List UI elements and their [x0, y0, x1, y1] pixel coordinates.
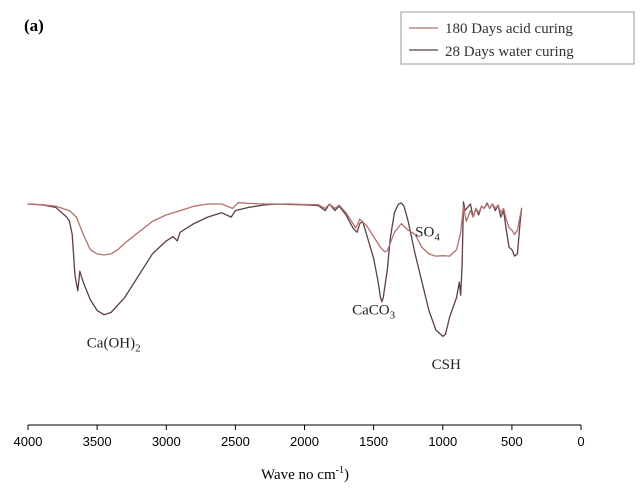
x-tick-label: 0: [577, 434, 584, 449]
x-tick-label: 1500: [359, 434, 388, 449]
x-axis-title-superscript: -1: [336, 465, 344, 476]
x-tick-label: 2500: [221, 434, 250, 449]
annotation-subscript: 4: [434, 232, 440, 244]
legend-frame: [400, 11, 635, 65]
chart-legend: 180 Days acid curing 28 Days water curin…: [400, 11, 635, 65]
x-tick-label: 4000: [14, 434, 43, 449]
legend-label-water-curing: 28 Days water curing: [445, 44, 574, 60]
x-tick-label: 3000: [152, 434, 181, 449]
series-line-180-days-acid-curing: [27, 202, 523, 257]
x-axis: 4000 3500 3000 2500 2000 1500 1000 500 0: [14, 424, 585, 449]
x-ticks: 4000 3500 3000 2500 2000 1500 1000 500 0: [14, 425, 585, 449]
annotation-layer: Ca(OH)2 CaCO3 SO4 CSH: [87, 225, 461, 373]
annotation-csh: CSH: [432, 357, 461, 373]
annotation-text: CSH: [432, 357, 461, 373]
annotation-caco3: CaCO3: [352, 303, 396, 322]
series-layer: [27, 201, 523, 338]
x-axis-title-suffix: ): [344, 467, 349, 483]
annotation-text: SO: [415, 225, 434, 241]
annotation-text: CaCO: [352, 303, 390, 319]
x-axis-title-text: Wave no cm: [261, 467, 336, 483]
annotation-ca-oh-2: Ca(OH)2: [87, 335, 141, 354]
legend-label-acid-curing: 180 Days acid curing: [445, 21, 573, 37]
series-line-28-days-water-curing: [27, 201, 523, 338]
annotation-subscript: 2: [135, 342, 141, 354]
x-tick-label: 1000: [428, 434, 457, 449]
annotation-text: Ca(OH): [87, 335, 135, 351]
plot-area: Ca(OH)2 CaCO3 SO4 CSH: [27, 201, 523, 373]
x-tick-label: 3500: [83, 434, 112, 449]
annotation-subscript: 3: [390, 310, 396, 322]
annotation-so4: SO4: [415, 225, 440, 244]
x-axis-title: Wave no cm-1): [261, 465, 349, 483]
panel-label: (a): [24, 16, 44, 35]
x-tick-label: 2000: [290, 434, 319, 449]
x-tick-label: 500: [501, 434, 523, 449]
